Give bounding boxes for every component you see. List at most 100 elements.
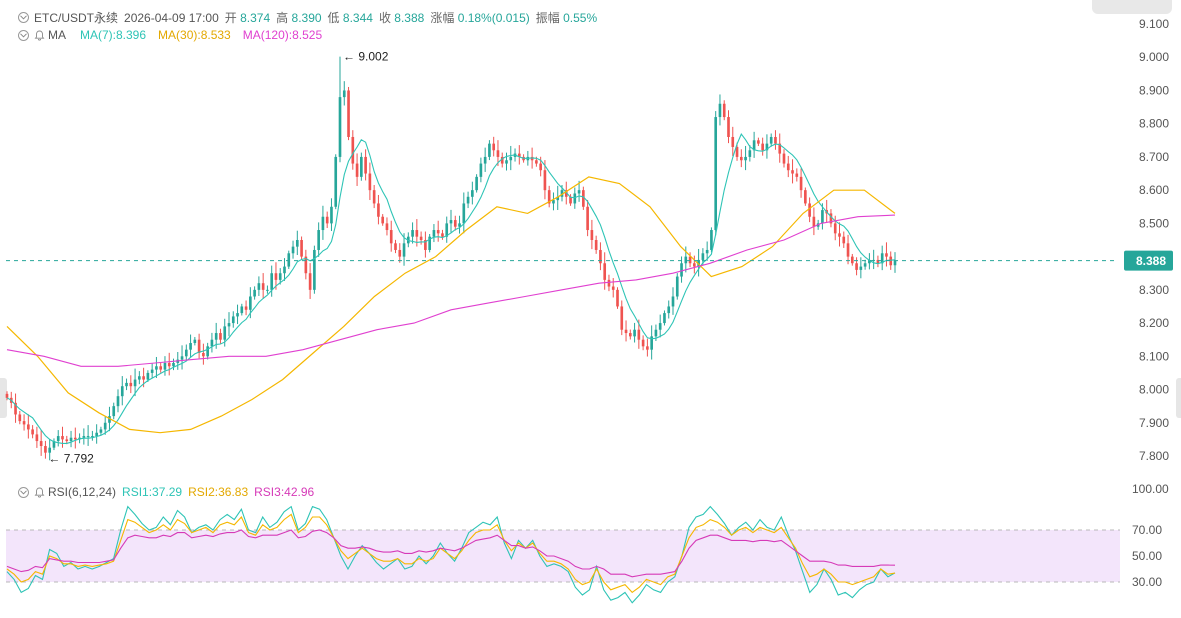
- candle-body: [82, 436, 86, 438]
- ma120-label: MA(120):8.525: [242, 28, 323, 42]
- candle-body: [564, 190, 568, 197]
- candle-body: [863, 263, 867, 267]
- candle-body: [231, 316, 235, 324]
- candle-body: [688, 256, 692, 264]
- candle-body: [257, 283, 261, 290]
- candle-body: [722, 103, 726, 118]
- candle-body: [667, 306, 671, 314]
- candle-body: [129, 382, 133, 387]
- candle-body: [351, 136, 355, 164]
- candle-body: [697, 259, 700, 267]
- candle-body: [453, 220, 457, 227]
- candle-body: [18, 414, 22, 422]
- candle-body: [304, 256, 308, 274]
- right-scroll-handle[interactable]: [1176, 378, 1181, 418]
- low-label: 低: [327, 11, 340, 25]
- toolbar-tab-stub[interactable]: [1092, 0, 1172, 14]
- candle-body: [560, 190, 564, 197]
- y-tick-label: 8.800: [1139, 117, 1169, 131]
- change-value: 0.18%(0.015): [457, 10, 530, 25]
- candle-body: [808, 203, 811, 217]
- candle-body: [146, 372, 150, 380]
- candle-body: [244, 306, 248, 310]
- candle-body: [372, 190, 376, 204]
- candle-body: [120, 386, 124, 397]
- bell-icon[interactable]: [34, 487, 45, 498]
- open-label: 开: [224, 11, 237, 25]
- collapse-chevron-icon[interactable]: [18, 29, 29, 41]
- candle-body: [833, 223, 837, 234]
- close-label: 收: [378, 11, 391, 25]
- candle-body: [330, 206, 333, 224]
- collapse-chevron-icon[interactable]: [18, 486, 29, 498]
- candle-body: [278, 273, 282, 280]
- y-tick-label: 7.900: [1139, 416, 1169, 430]
- candle-body: [611, 286, 615, 290]
- y-tick-label: 8.100: [1139, 349, 1169, 363]
- candle-body: [14, 402, 17, 415]
- candle-body: [155, 366, 158, 370]
- left-scroll-handle[interactable]: [0, 378, 7, 418]
- candle-body: [517, 153, 521, 157]
- candle-body: [569, 196, 572, 204]
- max-price-label: ← 9.002: [343, 50, 389, 64]
- candle-body: [637, 329, 641, 340]
- candle-body: [577, 190, 581, 194]
- low-value: 8.344: [342, 10, 373, 25]
- candle-body: [616, 289, 619, 307]
- candle-body: [91, 436, 94, 438]
- candle-body: [270, 273, 274, 290]
- candle-body: [202, 352, 205, 357]
- candle-body: [842, 236, 846, 244]
- candle-body: [295, 240, 299, 247]
- candle-body: [31, 429, 34, 435]
- candle-body: [778, 143, 782, 154]
- candle-body: [167, 362, 171, 367]
- candle-body: [108, 416, 111, 423]
- candle-body: [27, 424, 30, 430]
- y-tick-label: 7.800: [1139, 449, 1169, 463]
- rsi-3-line: [6, 529, 896, 578]
- candle-body: [150, 369, 154, 373]
- candle-body: [859, 266, 863, 270]
- rsi-y-tick-label: 70.00: [1132, 523, 1162, 537]
- symbol-label: ETC/USDT永续: [34, 11, 119, 25]
- close-value: 8.388: [394, 10, 425, 25]
- candle-body: [458, 223, 461, 227]
- change-label: 涨幅: [430, 11, 455, 25]
- candle-body: [710, 230, 713, 250]
- candle-body: [547, 190, 551, 204]
- candle-body: [624, 329, 628, 334]
- candle-body: [774, 136, 777, 144]
- candle-body: [86, 436, 90, 438]
- candle-body: [765, 143, 769, 151]
- candle-body: [291, 246, 295, 254]
- candle-body: [509, 156, 513, 161]
- candle-body: [876, 259, 880, 264]
- candle-body: [39, 441, 43, 447]
- y-tick-label: 9.100: [1139, 17, 1169, 31]
- candle-body: [744, 156, 747, 161]
- candle-body: [479, 163, 483, 177]
- candle-body: [274, 273, 278, 280]
- candle-body: [325, 216, 329, 224]
- candle-body: [795, 173, 799, 177]
- candle-body: [159, 366, 163, 370]
- collapse-chevron-icon[interactable]: [18, 12, 29, 23]
- rsi-legend: RSI(6,12,24) RSI1:37.29 RSI2:36.83 RSI3:…: [18, 485, 314, 499]
- y-tick-label: 9.000: [1139, 50, 1169, 64]
- rsi-y-tick-label: 30.00: [1132, 575, 1162, 589]
- candle-body: [603, 263, 607, 280]
- ma7-line: [6, 133, 896, 444]
- rsi-band: [6, 530, 1120, 582]
- candle-body: [428, 236, 431, 250]
- bell-icon[interactable]: [34, 30, 45, 41]
- candle-body: [364, 156, 367, 174]
- candle-body: [227, 323, 231, 327]
- candle-body: [411, 230, 414, 237]
- candle-body: [389, 230, 393, 244]
- candle-body: [607, 279, 611, 287]
- candle-body: [539, 163, 542, 171]
- candle-body: [483, 156, 487, 164]
